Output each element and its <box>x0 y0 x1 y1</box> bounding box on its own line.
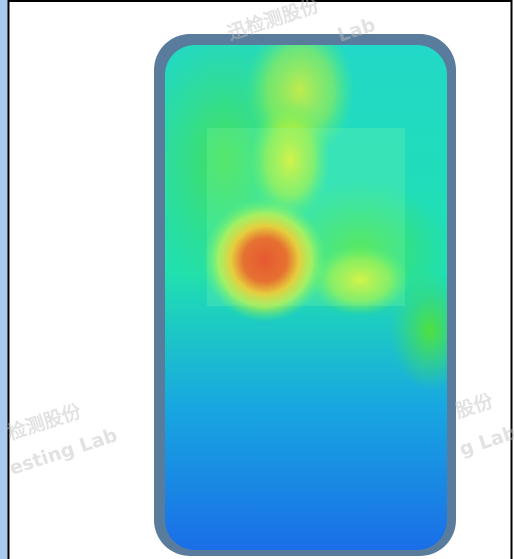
watermark: 股份 <box>452 389 496 423</box>
heatmap <box>165 45 447 550</box>
frame <box>7 0 513 559</box>
watermark: g Lab <box>457 422 514 461</box>
left-strip <box>0 0 8 559</box>
